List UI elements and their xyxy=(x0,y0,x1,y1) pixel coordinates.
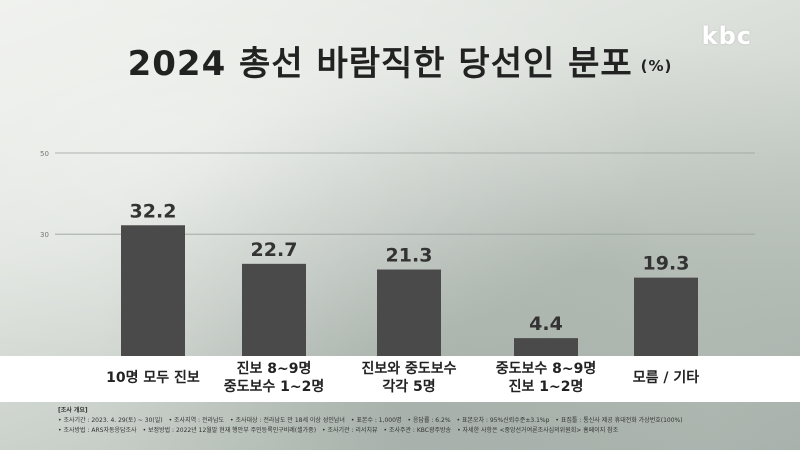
unit-label: (%) xyxy=(640,56,673,75)
footer-item: • 표본수 : 1,000명 xyxy=(350,417,402,424)
footer-item: • 조사기간 : 2023. 4. 29(토) ~ 30(일) xyxy=(58,417,163,424)
bar-4 xyxy=(514,338,578,356)
category-label-line: 진보 1~2명 xyxy=(508,379,584,395)
footer-item: • 조사지역 : 전라남도 xyxy=(168,417,225,424)
bar-2 xyxy=(242,263,306,356)
y-tick-label: 30 xyxy=(40,231,49,239)
survey-footer: [조사 개요] • 조사기간 : 2023. 4. 29(토) ~ 30(일) •… xyxy=(58,406,758,436)
category-label-line: 진보와 중도보수 xyxy=(361,361,457,377)
value-label: 21.3 xyxy=(386,245,433,267)
category-label-line: 중도보수 8~9명 xyxy=(495,361,597,377)
category-label-line: 각각 5명 xyxy=(382,379,436,395)
category-label-line: 모름 / 기타 xyxy=(632,370,700,386)
footer-item: • 자세한 사항은 <중앙선거여론조사심의위원회> 홈페이지 참조 xyxy=(457,427,619,434)
category-label-line: 진보 8~9명 xyxy=(236,361,312,377)
value-label: 4.4 xyxy=(529,313,563,335)
value-label: 19.3 xyxy=(643,253,690,275)
footer-item: • 응답률 : 6.2% xyxy=(407,417,451,424)
footer-item: • 표본오차 : 95%신뢰수준±3.1%p xyxy=(456,417,550,424)
bar-3 xyxy=(377,269,441,356)
bar-1 xyxy=(121,225,185,356)
footer-item: • 조사주관 : KBC광주방송 xyxy=(383,427,452,434)
footer-item: • 보정방법 : 2022년 12월말 현재 행안부 주민등록인구비례(셀가중) xyxy=(142,427,317,434)
category-band xyxy=(0,356,800,402)
footer-line-1: • 조사기간 : 2023. 4. 29(토) ~ 30(일) • 조사지역 : … xyxy=(58,416,758,426)
y-tick-label: 50 xyxy=(40,150,49,158)
footer-item: • 조사방법 : ARS자동응답조사 xyxy=(58,427,137,434)
footer-title: [조사 개요] xyxy=(58,407,88,414)
footer-line-2: • 조사방법 : ARS자동응답조사 • 보정방법 : 2022년 12월말 현재… xyxy=(58,426,758,436)
footer-item: • 조사대상 : 전라남도 만 18세 이상 성인남녀 xyxy=(230,417,345,424)
page-title: 2024 총선 바람직한 당선인 분포 (%) xyxy=(0,36,800,85)
footer-item: • 표집틀 : 통신사 제공 휴대전화 가상번호(100%) xyxy=(555,417,683,424)
value-label: 32.2 xyxy=(130,200,177,222)
value-label: 22.7 xyxy=(251,239,298,261)
category-label-line: 중도보수 1~2명 xyxy=(223,379,325,395)
chart-title: 2024 총선 바람직한 당선인 분포 xyxy=(127,44,633,84)
kbc-logo: kbc xyxy=(701,22,752,50)
category-label-line: 10명 모두 진보 xyxy=(106,370,200,386)
category-label: 모름 / 기타 xyxy=(591,369,741,387)
category-label: 10명 모두 진보 xyxy=(78,369,228,387)
bar-5 xyxy=(634,277,698,356)
footer-item: • 조사기관 : 리서치뷰 xyxy=(322,427,378,434)
